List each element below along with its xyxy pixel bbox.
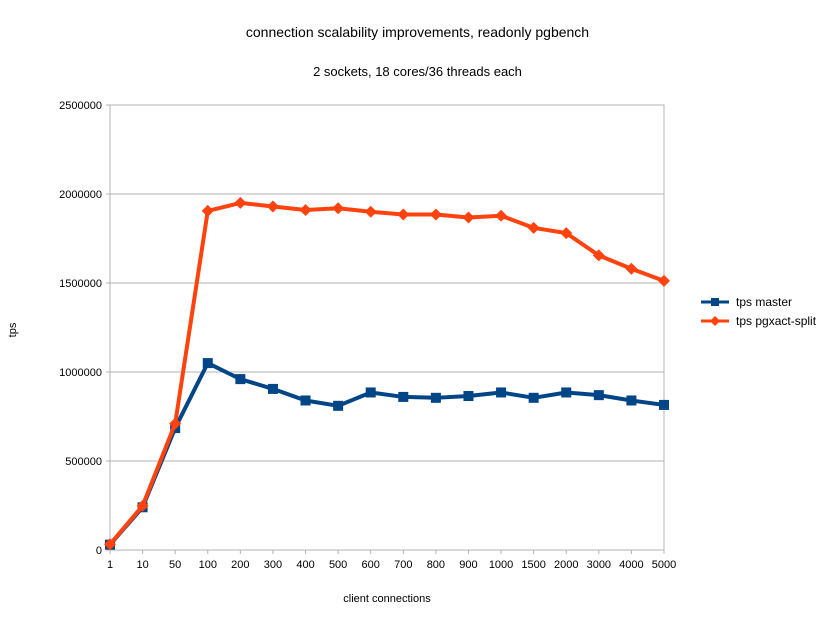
svg-text:600: 600 [362, 559, 380, 571]
svg-text:1000000: 1000000 [59, 367, 102, 379]
svg-text:400: 400 [296, 559, 314, 571]
svg-text:50: 50 [169, 559, 181, 571]
svg-text:300: 300 [264, 559, 282, 571]
svg-text:2500000: 2500000 [59, 100, 102, 112]
svg-text:3000: 3000 [587, 559, 611, 571]
svg-text:200: 200 [231, 559, 249, 571]
legend-label-tps-master: tps master [736, 295, 793, 309]
svg-text:900: 900 [459, 559, 477, 571]
legend-item-tps-pgxact-split: tps pgxact-split [700, 314, 816, 328]
legend: tps master tps pgxact-split [700, 295, 816, 328]
legend-label-tps-pgxact-split: tps pgxact-split [736, 314, 817, 328]
chart-subtitle: 2 sockets, 18 cores/36 threads each [313, 64, 522, 79]
svg-text:2000000: 2000000 [59, 189, 102, 201]
legend-diamond-marker-icon [701, 316, 729, 326]
legend-item-tps-master: tps master [700, 295, 816, 309]
svg-text:5000: 5000 [652, 559, 676, 571]
legend-square-marker-icon [701, 298, 729, 306]
svg-text:0: 0 [96, 545, 102, 557]
x-axis-title: client connections [343, 593, 431, 605]
svg-text:10: 10 [136, 559, 148, 571]
svg-text:100: 100 [199, 559, 217, 571]
svg-text:4000: 4000 [619, 559, 643, 571]
svg-text:1500: 1500 [521, 559, 545, 571]
svg-text:1: 1 [107, 559, 113, 571]
svg-text:2000: 2000 [554, 559, 578, 571]
svg-text:1000: 1000 [489, 559, 513, 571]
svg-text:1500000: 1500000 [59, 278, 102, 290]
svg-text:500: 500 [329, 559, 347, 571]
svg-text:500000: 500000 [65, 456, 102, 468]
svg-text:700: 700 [394, 559, 412, 571]
chart-title: connection scalability improvements, rea… [245, 24, 590, 40]
svg-text:800: 800 [427, 559, 445, 571]
